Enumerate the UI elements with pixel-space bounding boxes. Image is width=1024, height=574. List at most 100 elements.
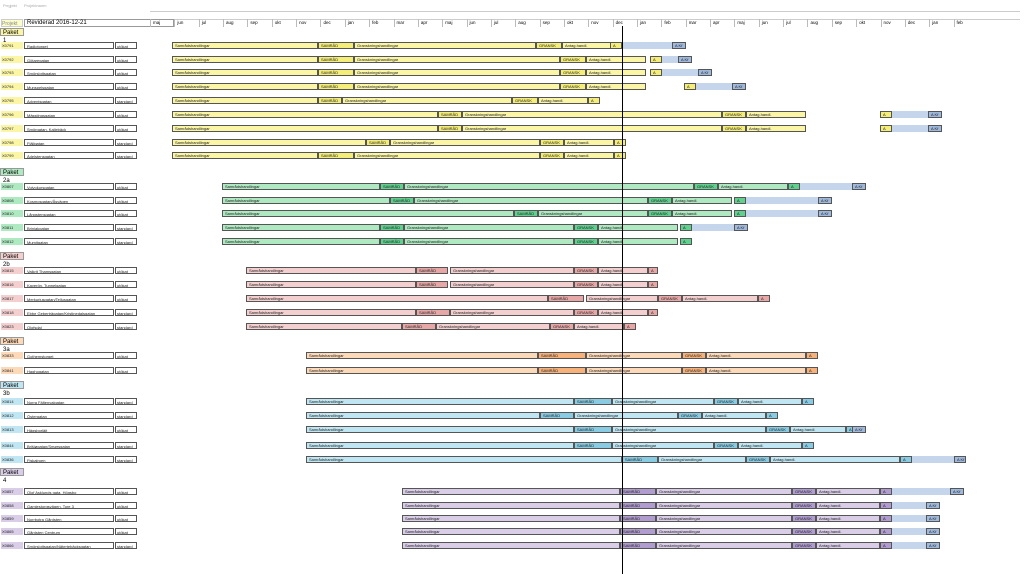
gransk-bar[interactable]: GRANSK bbox=[658, 295, 682, 302]
gransk-bar[interactable]: GRANSK bbox=[574, 224, 598, 231]
samrad-bar[interactable]: SAMRÅD bbox=[548, 295, 584, 302]
samradshandlingar-bar[interactable]: Samrådshandlingar bbox=[246, 281, 416, 288]
samradshandlingar-bar[interactable]: Samrådshandlingar bbox=[402, 488, 620, 495]
antag-bar[interactable]: Antag.handl. bbox=[586, 56, 646, 63]
antag-bar[interactable]: Antag.handl. bbox=[816, 542, 880, 549]
granskningshandlingar-bar[interactable]: Granskningshandlingar bbox=[354, 152, 540, 159]
akf-marker[interactable]: A Kf bbox=[926, 515, 940, 522]
samradshandlingar-bar[interactable]: Samrådshandlingar bbox=[172, 152, 318, 159]
gransk-bar[interactable]: GRANSK bbox=[648, 197, 672, 204]
granskningshandlingar-bar[interactable]: Granskningshandlingar bbox=[390, 139, 540, 146]
samrad-bar[interactable]: SAMRÅD bbox=[574, 442, 612, 449]
granskningshandlingar-bar[interactable]: Granskningshandlingar bbox=[462, 111, 722, 118]
samrad-bar[interactable]: SAMRÅD bbox=[620, 502, 656, 509]
a-marker[interactable]: A bbox=[680, 224, 692, 231]
gransk-bar[interactable]: GRANSK bbox=[714, 442, 738, 449]
a-marker[interactable]: A bbox=[734, 197, 746, 204]
samradshandlingar-bar[interactable]: Samrådshandlingar bbox=[246, 295, 548, 302]
antag-bar[interactable]: Antag.handl. bbox=[770, 456, 900, 463]
antag-bar[interactable]: Antag.handl. bbox=[816, 502, 880, 509]
samrad-bar[interactable]: SAMRÅD bbox=[438, 111, 462, 118]
samradshandlingar-bar[interactable]: Samrådshandlingar bbox=[246, 267, 416, 274]
granskningshandlingar-bar[interactable]: Granskningshandlingar bbox=[450, 309, 574, 316]
granskningshandlingar-bar[interactable]: Granskningshandlingar bbox=[404, 224, 574, 231]
gransk-bar[interactable]: GRANSK bbox=[574, 267, 598, 274]
antag-bar[interactable]: Antag.handl. bbox=[682, 295, 758, 302]
samradshandlingar-bar[interactable]: Samrådshandlingar bbox=[306, 367, 538, 374]
samrad-bar[interactable]: SAMRÅD bbox=[540, 412, 574, 419]
a-marker[interactable]: A bbox=[802, 442, 814, 449]
row-name[interactable]: Gamlestorgsvägen, Tore 3 bbox=[24, 502, 114, 509]
samrad-bar[interactable]: SAMRÅD bbox=[380, 183, 404, 190]
samradshandlingar-bar[interactable]: Samrådshandlingar bbox=[172, 56, 318, 63]
samradshandlingar-bar[interactable]: Samrådshandlingar bbox=[222, 238, 380, 245]
antag-bar[interactable]: Antag.handl. bbox=[598, 238, 678, 245]
row-name[interactable]: Radiotorget bbox=[24, 42, 114, 49]
granskningshandlingar-bar[interactable]: Granskningshandlingar bbox=[586, 367, 682, 374]
row-name[interactable]: Volvokorsgatan bbox=[24, 183, 114, 190]
gransk-bar[interactable]: GRANSK bbox=[792, 515, 816, 522]
akf-marker[interactable]: A Kf bbox=[928, 125, 942, 132]
samradshandlingar-bar[interactable]: Samrådshandlingar bbox=[402, 502, 620, 509]
gransk-bar[interactable]: GRANSK bbox=[560, 69, 586, 76]
akf-marker[interactable]: A Kf bbox=[926, 502, 940, 509]
row-name[interactable]: Fiskalroen bbox=[24, 456, 114, 463]
a-marker[interactable]: A bbox=[788, 183, 800, 190]
samrad-bar[interactable]: SAMRÅD bbox=[390, 197, 414, 204]
gransk-bar[interactable]: GRANSK bbox=[682, 352, 706, 359]
gransk-bar[interactable]: GRANSK bbox=[766, 426, 790, 433]
granskningshandlingar-bar[interactable]: Granskningshandlingar bbox=[354, 69, 560, 76]
samradshandlingar-bar[interactable]: Samrådshandlingar bbox=[222, 183, 380, 190]
samrad-bar[interactable]: SAMRÅD bbox=[438, 125, 462, 132]
antag-bar[interactable]: Antag.handl. bbox=[706, 367, 806, 374]
akf-marker[interactable]: A Kf bbox=[672, 42, 686, 49]
gransk-bar[interactable]: GRANSK bbox=[722, 125, 746, 132]
antag-bar[interactable]: Antag.handl. bbox=[672, 197, 732, 204]
samradshandlingar-bar[interactable]: Samrådshandlingar bbox=[306, 426, 574, 433]
samrad-bar[interactable]: SAMRÅD bbox=[620, 542, 656, 549]
samradshandlingar-bar[interactable]: Samrådshandlingar bbox=[306, 412, 540, 419]
akf-marker[interactable]: A Kf bbox=[926, 542, 940, 549]
granskningshandlingar-bar[interactable]: Granskningshandlingar bbox=[436, 323, 550, 330]
a-marker[interactable]: A bbox=[684, 83, 696, 90]
samradshandlingar-bar[interactable]: Samrådshandlingar bbox=[402, 542, 620, 549]
gransk-bar[interactable]: GRANSK bbox=[550, 323, 574, 330]
antag-bar[interactable]: Antag.handl. bbox=[738, 442, 802, 449]
granskningshandlingar-bar[interactable]: Granskningshandlingar bbox=[450, 267, 574, 274]
antag-bar[interactable]: Antag.handl. bbox=[586, 69, 646, 76]
samradshandlingar-bar[interactable]: Samrådshandlingar bbox=[172, 69, 318, 76]
granskningshandlingar-bar[interactable]: Granskningshandlingar bbox=[656, 542, 792, 549]
a-marker[interactable]: A bbox=[806, 352, 818, 359]
akf-marker[interactable]: A Kf bbox=[926, 528, 940, 535]
samrad-bar[interactable]: SAMRÅD bbox=[416, 281, 448, 288]
gransk-bar[interactable]: GRANSK bbox=[792, 488, 816, 495]
antag-bar[interactable]: Antag.handl. bbox=[672, 210, 732, 217]
akf-marker[interactable]: A Kf bbox=[734, 224, 748, 231]
samrad-bar[interactable]: SAMRÅD bbox=[318, 152, 354, 159]
a-marker[interactable]: A bbox=[614, 139, 626, 146]
granskningshandlingar-bar[interactable]: Granskningshandlingar bbox=[656, 502, 792, 509]
granskningshandlingar-bar[interactable]: Granskningshandlingar bbox=[612, 398, 714, 405]
samradshandlingar-bar[interactable]: Samrådshandlingar bbox=[172, 139, 366, 146]
antag-bar[interactable]: Antag.handl. bbox=[746, 111, 806, 118]
samrad-bar[interactable]: SAMRÅD bbox=[318, 97, 342, 104]
antag-bar[interactable]: Antag.handl. bbox=[598, 281, 648, 288]
antag-bar[interactable]: Antag.handl. bbox=[574, 323, 624, 330]
samrad-bar[interactable]: SAMRÅD bbox=[380, 224, 404, 231]
antag-bar[interactable]: Antag.handl. bbox=[746, 125, 806, 132]
antag-bar[interactable]: Antag.handl. bbox=[538, 97, 588, 104]
a-marker[interactable]: A bbox=[648, 281, 658, 288]
row-name[interactable]: Ebbe Geberträgatan/Kristinedalsgatan bbox=[24, 309, 114, 316]
a-marker[interactable]: A bbox=[624, 323, 636, 330]
samradshandlingar-bar[interactable]: Samrådshandlingar bbox=[222, 210, 514, 217]
samrad-bar[interactable]: SAMRÅD bbox=[620, 488, 656, 495]
akf-marker[interactable]: A Kf bbox=[852, 183, 866, 190]
granskningshandlingar-bar[interactable]: Granskningshandlingar bbox=[612, 442, 714, 449]
gransk-bar[interactable]: GRANSK bbox=[574, 238, 598, 245]
granskningshandlingar-bar[interactable]: Granskningshandlingar bbox=[656, 528, 792, 535]
samradshandlingar-bar[interactable]: Samrådshandlingar bbox=[246, 309, 416, 316]
a-marker[interactable]: A bbox=[650, 69, 662, 76]
samrad-bar[interactable]: SAMRÅD bbox=[402, 323, 436, 330]
akf-marker[interactable]: A Kf bbox=[818, 197, 832, 204]
a-marker[interactable]: A bbox=[648, 267, 658, 274]
